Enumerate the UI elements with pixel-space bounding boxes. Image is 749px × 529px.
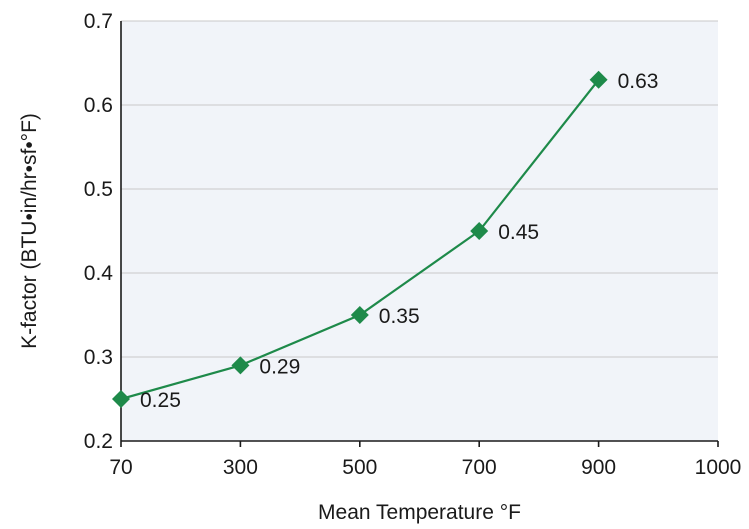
x-tick-labels: 70 300 500 700 900 1000 [109,456,741,479]
data-point-marker [112,390,130,408]
y-tick-label: 0.7 [84,10,113,33]
data-point-marker [350,306,369,324]
data-label-layer: 0.25 0.29 0.35 0.45 0.63 [140,70,658,412]
data-label: 0.35 [379,305,420,328]
data-point-marker [470,222,489,240]
y-tick-label: 0.3 [84,346,113,369]
x-axis-title: Mean Temperature °F [318,501,521,524]
data-label: 0.45 [498,221,539,244]
y-tick-label: 0.2 [84,430,113,453]
x-tick-label: 300 [223,456,258,479]
x-tick-label: 1000 [695,456,742,479]
data-label: 0.25 [140,389,181,412]
x-tick-label: 500 [342,456,377,479]
data-label: 0.63 [618,70,659,93]
y-tick-label: 0.6 [84,94,113,117]
data-point-marker [231,356,250,375]
x-tick-label: 700 [462,456,497,479]
y-tick-label: 0.5 [84,178,113,201]
y-tick-labels: 0.2 0.3 0.4 0.5 0.6 0.7 [84,10,114,453]
axes [120,21,719,447]
data-point-layer [112,70,608,408]
data-point-marker [589,70,608,89]
y-axis-title: K-factor (BTU•in/hr•sf•°F) [18,113,41,349]
y-tick-label: 0.4 [84,262,114,285]
x-tick-label: 900 [581,456,616,479]
x-tick-label: 70 [109,456,132,479]
data-label: 0.29 [259,355,300,378]
